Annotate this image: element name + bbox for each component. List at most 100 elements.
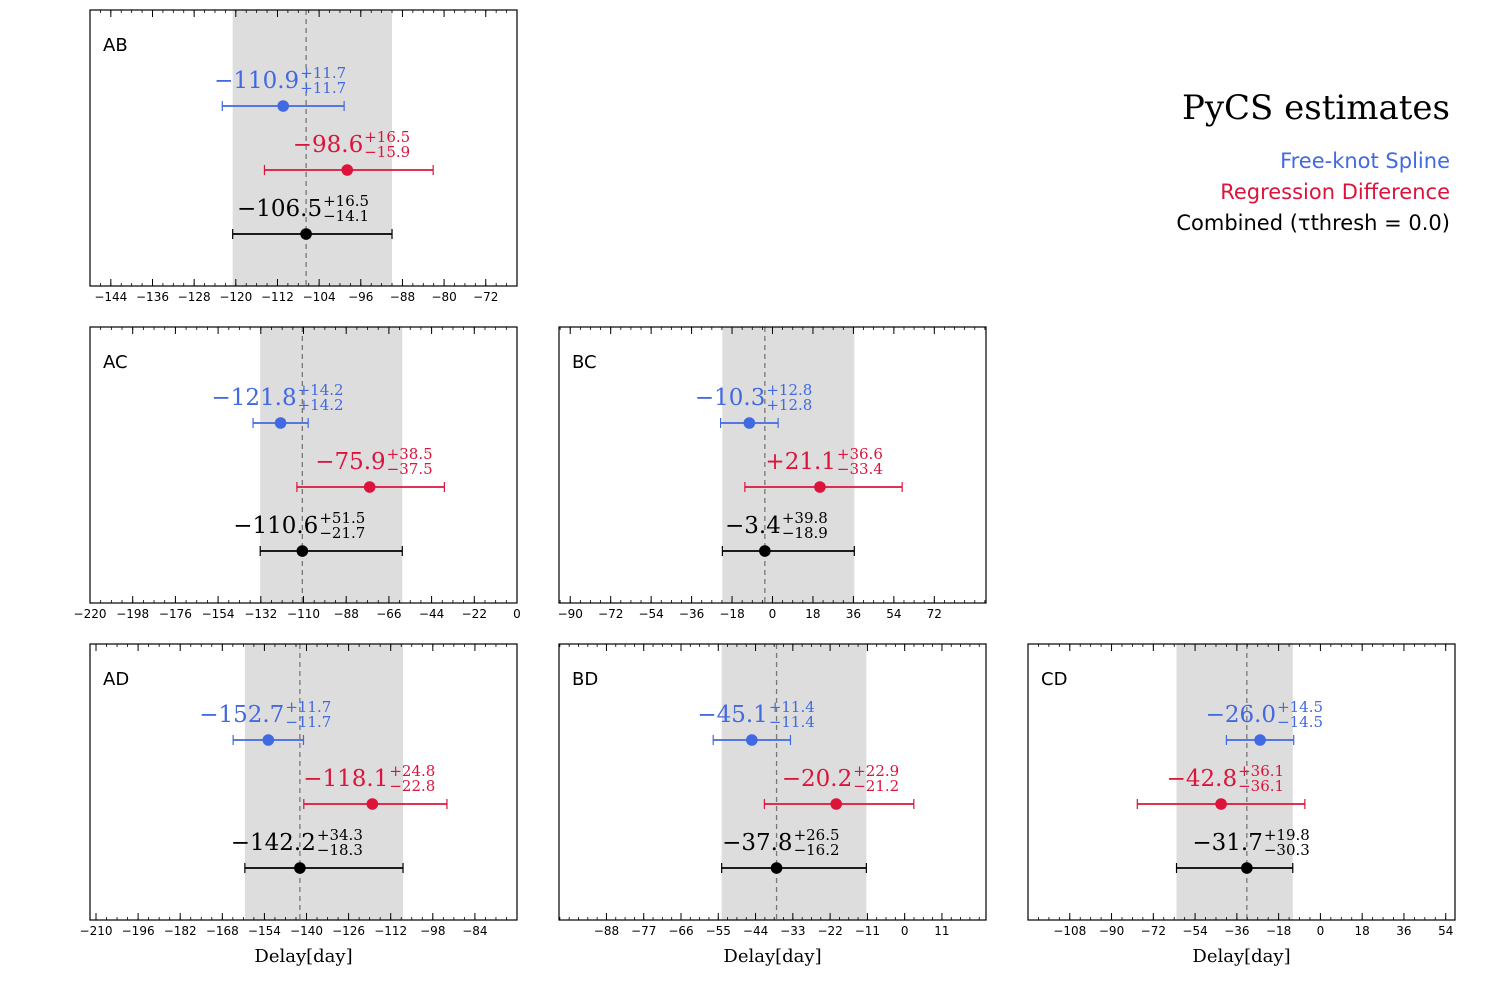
uncertainty-band: [721, 644, 867, 920]
data-point: [366, 798, 379, 810]
x-tick-label: −90: [558, 607, 583, 621]
series-combined: −37.8 +26.5−16.2: [721, 826, 867, 874]
data-point: [277, 100, 289, 112]
value-label: −110.6: [233, 513, 318, 539]
data-point: [1215, 798, 1227, 810]
value-label: −31.7: [1192, 830, 1262, 856]
value-label: −37.8: [722, 830, 792, 856]
series-combined: −110.6 +51.5−21.7: [233, 509, 403, 557]
plus-error-label: +36.1: [1238, 762, 1284, 780]
series-combined: −142.2 +34.3−18.3: [231, 826, 404, 874]
x-tick-label: −90: [1099, 924, 1124, 938]
x-tick-label: −154: [248, 924, 281, 938]
x-tick-label: 11: [934, 924, 949, 938]
x-tick-label: −210: [80, 924, 113, 938]
x-tick-label: −144: [94, 290, 127, 304]
value-label: −45.1: [697, 702, 767, 728]
data-point: [830, 798, 843, 810]
x-tick-label: −18: [719, 607, 744, 621]
x-tick-label: 18: [805, 607, 820, 621]
x-tick-label: −18: [1266, 924, 1291, 938]
data-point: [300, 228, 312, 240]
value-label: −20.2: [782, 766, 852, 792]
minus-error-label: −37.5: [387, 460, 433, 478]
x-tick-label: −22: [462, 607, 487, 621]
x-tick-label: 36: [1396, 924, 1411, 938]
x-tick-label: 18: [1355, 924, 1370, 938]
data-point: [770, 862, 783, 874]
plus-error-label: +34.3: [317, 826, 363, 844]
x-tick-label: −66: [376, 607, 401, 621]
value-label: +21.1: [765, 449, 835, 475]
uncertainty-band: [244, 644, 404, 920]
series-regression-difference: +21.1 +36.6−33.4: [744, 445, 903, 493]
minus-error-label: −14.1: [323, 207, 369, 225]
panel-label: BD: [572, 669, 598, 690]
x-tick-label: −33: [780, 924, 805, 938]
minus-error-label: −21.2: [853, 777, 899, 795]
axes-frame: [558, 643, 987, 921]
data-point: [1254, 734, 1266, 746]
data-point: [746, 734, 758, 746]
x-axis-label: Delay[day]: [1192, 946, 1290, 967]
data-point: [814, 481, 826, 493]
minus-error-label: −11.4: [769, 713, 815, 731]
x-tick-label: −55: [706, 924, 731, 938]
x-tick-label: −128: [178, 290, 211, 304]
panel-label: AC: [103, 352, 128, 373]
value-label: −26.0: [1206, 702, 1276, 728]
x-tick-label: −154: [202, 607, 235, 621]
minus-error-label: +11.7: [300, 79, 346, 97]
value-label: −110.9: [214, 68, 299, 94]
legend-entry-regression: Regression Difference: [1220, 180, 1450, 204]
x-tick-label: −11: [855, 924, 880, 938]
series-regression-difference: −98.6 +16.5−15.9: [263, 128, 434, 176]
x-tick-label: 36: [846, 607, 861, 621]
x-tick-label: −88: [594, 924, 619, 938]
plus-error-label: +22.9: [853, 762, 899, 780]
plus-error-label: +39.8: [782, 509, 828, 527]
axes-frame: [89, 9, 518, 287]
series-regression-difference: −20.2 +22.9−21.2: [763, 762, 915, 810]
x-tick-label: −72: [473, 290, 498, 304]
x-tick-label: 0: [901, 924, 909, 938]
panel-cd: −108 −90 −72 −54 −36 −18 0 18 36 54 CD −26.0 +14.5−1…: [1027, 643, 1456, 967]
plus-error-label: +11.7: [300, 64, 346, 82]
x-tick-label: 0: [1317, 924, 1325, 938]
value-label: −10.3: [695, 385, 765, 411]
series-regression-difference: −118.1 +24.8−22.8: [303, 762, 448, 810]
minus-error-label: −22.8: [389, 777, 435, 795]
x-tick-label: 54: [1438, 924, 1453, 938]
x-tick-label: −140: [290, 924, 323, 938]
value-label: −142.2: [231, 830, 316, 856]
plus-error-label: +51.5: [319, 509, 365, 527]
minus-error-label: −30.3: [1264, 841, 1310, 859]
panel-ad: −210 −196 −182 −168 −154 −140 −126 −112 −98 −84 AD…: [80, 643, 518, 967]
x-tick-label: −112: [374, 924, 407, 938]
minus-error-label: −33.4: [837, 460, 883, 478]
series-free-knot-spline: −45.1 +11.4−11.4: [697, 698, 815, 746]
minus-error-label: −11.7: [285, 713, 331, 731]
x-tick-label: −132: [244, 607, 277, 621]
axes-frame: [1027, 643, 1456, 921]
plus-error-label: +11.7: [285, 698, 331, 716]
data-point: [1241, 862, 1253, 874]
panel-label: BC: [572, 352, 597, 373]
x-tick-label: −72: [598, 607, 623, 621]
value-label: −75.9: [315, 449, 385, 475]
uncertainty-band: [232, 10, 393, 286]
axes-frame: [558, 326, 987, 604]
x-axis-label: Delay[day]: [254, 946, 352, 967]
x-tick-label: −96: [348, 290, 373, 304]
series-combined: −31.7 +19.8−30.3: [1175, 826, 1310, 874]
plus-error-label: +36.6: [837, 445, 883, 463]
x-tick-label: −136: [136, 290, 169, 304]
data-point: [759, 545, 771, 557]
x-tick-label: −112: [261, 290, 294, 304]
x-tick-label: −80: [431, 290, 456, 304]
minus-error-label: −15.9: [364, 143, 410, 161]
legend: PyCS estimates Free-knot Spline Regressi…: [1100, 88, 1450, 239]
panel-label: CD: [1041, 669, 1067, 690]
